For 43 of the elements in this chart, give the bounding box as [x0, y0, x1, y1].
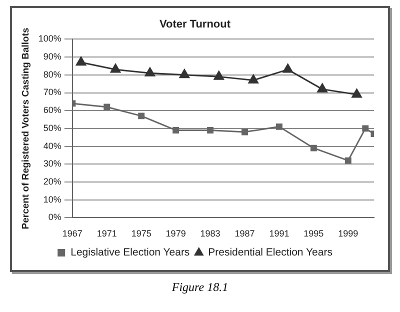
point: [76, 56, 86, 66]
x-tick-label: 1979: [166, 228, 186, 239]
point: [242, 128, 248, 136]
y-tick-label: 80%: [43, 69, 62, 80]
point: [207, 127, 214, 134]
y-tick-label: 0%: [48, 212, 62, 222]
point: [362, 125, 369, 132]
x-tick-label: 1971: [96, 228, 117, 239]
x-tick-label: 1991: [269, 228, 290, 239]
caption: Figure 18.1: [170, 280, 230, 295]
x-tick-label: 1983: [200, 228, 220, 239]
y-tick-label: 20%: [43, 176, 62, 186]
y-tick-label: 10%: [43, 194, 62, 204]
y-tick-label: 30%: [43, 158, 62, 169]
x-tick-label: 1999: [338, 228, 358, 239]
y-tick-label: 40%: [43, 140, 62, 151]
y-tick-label: 50%: [43, 122, 62, 133]
point: [172, 127, 180, 134]
chart-title: Voter Turnout: [159, 18, 231, 31]
legend-label: Legislative Election Years: [70, 246, 190, 259]
x-tick-label: 1975: [131, 228, 152, 239]
point: [310, 144, 317, 152]
x-tick-label: 1987: [234, 228, 255, 239]
point: [317, 83, 328, 92]
point: [344, 157, 352, 164]
point: [214, 70, 224, 80]
y-tick-label: 60%: [43, 105, 62, 116]
x-tick-label: 1995: [304, 228, 324, 239]
y-tick-label: 100%: [38, 34, 62, 44]
point: [248, 74, 258, 84]
point: [352, 88, 362, 98]
point: [179, 69, 190, 78]
y-axis-title: Percent of Registered Voters Casting Ballots: [20, 28, 32, 230]
point: [110, 64, 121, 73]
legend-label: Presidential Election Years: [208, 246, 332, 259]
y-tick-label: 70%: [43, 87, 62, 98]
y-tick-label: 90%: [43, 52, 62, 62]
point: [282, 64, 293, 73]
point: [144, 67, 156, 76]
point: [276, 123, 282, 130]
x-tick-label: 1967: [62, 228, 82, 239]
point: [104, 104, 110, 110]
point: [138, 112, 145, 120]
